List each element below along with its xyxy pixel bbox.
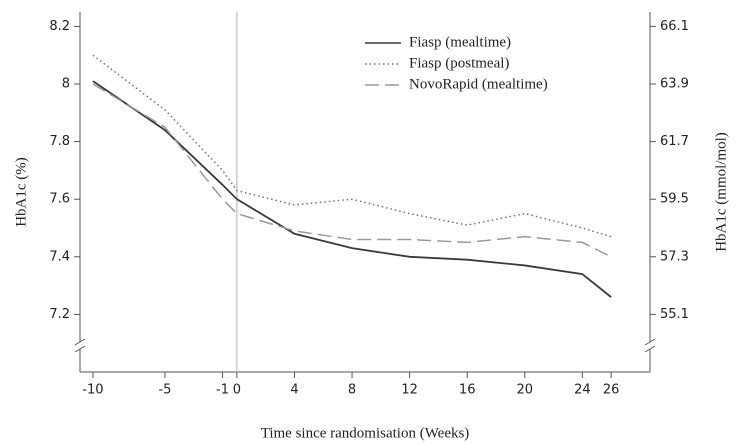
y-tick-label: 7.8	[49, 134, 70, 149]
legend-label: NovoRapid (mealtime)	[409, 76, 548, 92]
x-tick-label: 12	[401, 383, 418, 398]
x-tick-label: 24	[574, 383, 591, 398]
y-tick-label: 7.6	[49, 192, 70, 207]
x-tick-label: 20	[516, 383, 533, 398]
axis-break-mark	[74, 338, 86, 346]
legend-label: Fiasp (postmeal)	[409, 55, 509, 71]
y2-tick-label: 63.9	[660, 77, 689, 92]
y-tick-label: 8	[62, 77, 70, 92]
series-line	[92, 83, 612, 258]
y2-axis-label: HbA1c (mmol/mol)	[713, 132, 729, 252]
axis-break-mark	[644, 345, 656, 353]
y2-tick-label: 57.3	[660, 249, 689, 264]
x-tick-label: -1	[216, 383, 229, 398]
y2-tick-label: 61.7	[660, 134, 689, 149]
axis-break-gap	[646, 342, 654, 349]
legend-label: Fiasp (mealtime)	[409, 34, 511, 50]
y-axis-label: HbA1c (%)	[13, 157, 29, 227]
x-tick-label: 26	[603, 383, 620, 398]
x-tick-label: 16	[459, 383, 476, 398]
x-tick-label: -10	[82, 383, 103, 398]
x-tick-label: 4	[290, 383, 298, 398]
x-tick-label: 8	[348, 383, 356, 398]
x-tick-label: -5	[158, 383, 171, 398]
series-line	[92, 54, 612, 238]
y2-tick-label: 55.1	[660, 307, 689, 322]
y2-tick-label: 66.1	[660, 19, 689, 34]
axis-break-gap	[76, 342, 84, 349]
x-tick-label: 0	[233, 383, 241, 398]
y2-tick-label: 59.5	[660, 192, 689, 207]
y-tick-label: 7.2	[49, 307, 70, 322]
x-axis-label: Time since randomisation (Weeks)	[261, 425, 470, 441]
series-line	[92, 80, 612, 298]
axis-break-mark	[74, 345, 86, 353]
axis-break-mark	[644, 338, 656, 346]
y-tick-label: 7.4	[49, 249, 70, 264]
y-tick-label: 8.2	[49, 19, 70, 34]
